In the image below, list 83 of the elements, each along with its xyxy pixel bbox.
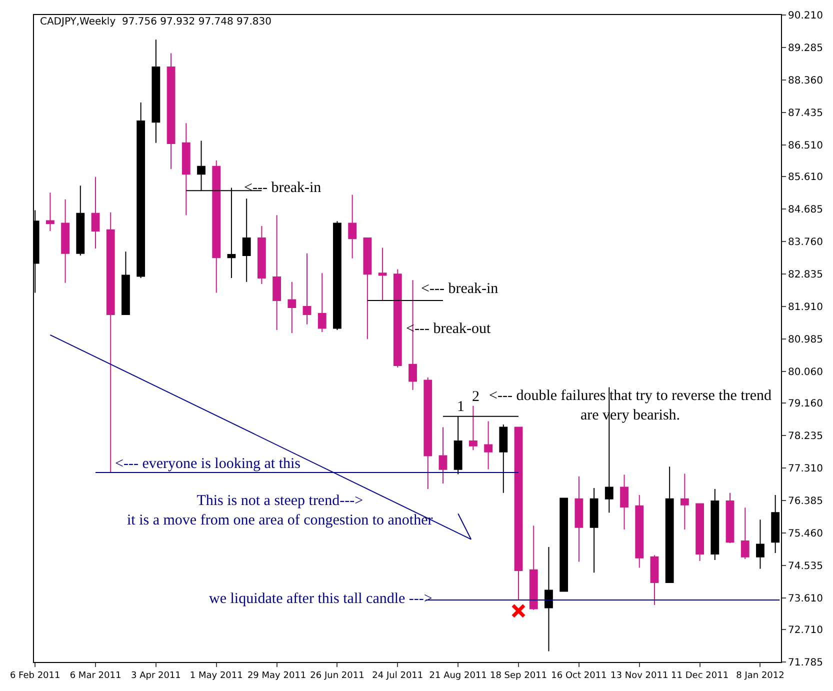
candlestick xyxy=(740,507,750,560)
candlestick xyxy=(393,268,402,368)
y-tick-label: 75.460 xyxy=(788,528,823,540)
x-tick-label: 18 Sep 2011 xyxy=(490,670,548,681)
candlestick xyxy=(212,160,221,294)
x-tick-label: 6 Mar 2011 xyxy=(70,670,122,681)
y-tick-label: 73.610 xyxy=(788,593,823,604)
annotation: 2 xyxy=(472,389,480,405)
candlestick xyxy=(76,185,85,256)
y-tick-label: 74.535 xyxy=(788,560,823,572)
candlestick xyxy=(363,237,372,340)
annotation: 1 xyxy=(457,399,464,415)
y-tick-label: 81.910 xyxy=(788,302,823,313)
candlestick xyxy=(726,492,734,544)
candlestick xyxy=(620,474,628,530)
x-tick-label: 16 Oct 2011 xyxy=(551,670,607,681)
candlestick xyxy=(424,376,432,490)
candlestick xyxy=(499,424,508,494)
candlestick xyxy=(710,488,720,560)
x-tick-label: 13 Nov 2011 xyxy=(610,670,668,681)
x-tick-label: 26 Jun 2011 xyxy=(310,670,364,681)
candlestick xyxy=(106,212,115,474)
y-tick-label: 80.985 xyxy=(788,334,823,346)
candlestick xyxy=(665,466,674,583)
annotation: <--- break-in xyxy=(421,281,499,297)
candlestick xyxy=(468,405,478,451)
y-tick-label: 71.785 xyxy=(788,658,823,668)
candlestick xyxy=(650,554,659,606)
candlestick xyxy=(544,546,553,652)
candlestick xyxy=(514,426,523,601)
candlestick xyxy=(590,488,598,574)
candlestick xyxy=(529,525,538,610)
x-tick-label: 24 Jul 2011 xyxy=(372,670,424,681)
y-tick-label: 89.285 xyxy=(788,42,823,54)
y-tick-label: 76.385 xyxy=(788,496,823,507)
y-tick-label: 84.685 xyxy=(788,204,823,216)
y-tick-label: 83.760 xyxy=(788,236,823,248)
candlestick xyxy=(91,176,100,250)
y-tick-label: 72.710 xyxy=(788,625,823,636)
candlestick xyxy=(166,52,176,170)
y-tick-label: 86.510 xyxy=(788,140,823,152)
y-tick-label: 80.060 xyxy=(788,366,823,378)
y-tick-label: 77.310 xyxy=(788,463,823,474)
y-tick-label: 87.435 xyxy=(788,108,823,119)
x-tick-label: 1 May 2011 xyxy=(190,670,243,681)
candlestick xyxy=(152,39,160,144)
candlestick xyxy=(378,247,387,301)
candlestick xyxy=(574,476,584,562)
candlestick xyxy=(756,519,764,570)
candlestick xyxy=(182,122,190,216)
candlestick xyxy=(257,226,266,284)
y-tick-label: 90.210 xyxy=(788,10,823,22)
candlestick xyxy=(560,498,568,592)
candlestick xyxy=(318,272,326,333)
candlestick xyxy=(680,473,689,530)
annotation: <--- everyone is looking at this xyxy=(115,456,301,472)
candlestick xyxy=(696,503,704,562)
y-tick-label: 78.235 xyxy=(788,431,823,442)
candlestick xyxy=(272,214,281,330)
candlestick xyxy=(122,251,130,316)
candlestick xyxy=(242,198,251,282)
candlestick xyxy=(635,494,644,568)
y-tick-label: 85.610 xyxy=(788,172,823,184)
x-tick-label: 21 Aug 2011 xyxy=(429,670,487,681)
y-tick-label: 82.835 xyxy=(788,269,823,280)
candlestick xyxy=(438,426,448,484)
annotation: This is not a steep trend---> it is a move from one area of congestion to another xyxy=(127,493,433,528)
candlestick xyxy=(484,420,492,470)
candlestick xyxy=(348,194,357,259)
x-tick-label: 3 Apr 2011 xyxy=(130,670,181,681)
x-tick-label: 29 May 2011 xyxy=(247,670,306,681)
candlestick xyxy=(288,281,296,334)
y-tick-label: 79.160 xyxy=(788,398,823,410)
candlestick xyxy=(61,198,70,284)
candlestick xyxy=(302,252,312,325)
x-tick-label: 6 Feb 2011 xyxy=(10,670,60,681)
candlestick xyxy=(333,220,342,330)
x-tick-label: 11 Dec 2011 xyxy=(671,670,729,681)
candlestick xyxy=(136,102,146,279)
candlestick xyxy=(46,192,54,232)
x-tick-label: 8 Jan 2012 xyxy=(736,670,784,681)
y-tick-label: 88.360 xyxy=(788,75,823,86)
chart-title: CADJPY,Weekly 97.756 97.932 97.748 97.830 xyxy=(40,16,272,28)
